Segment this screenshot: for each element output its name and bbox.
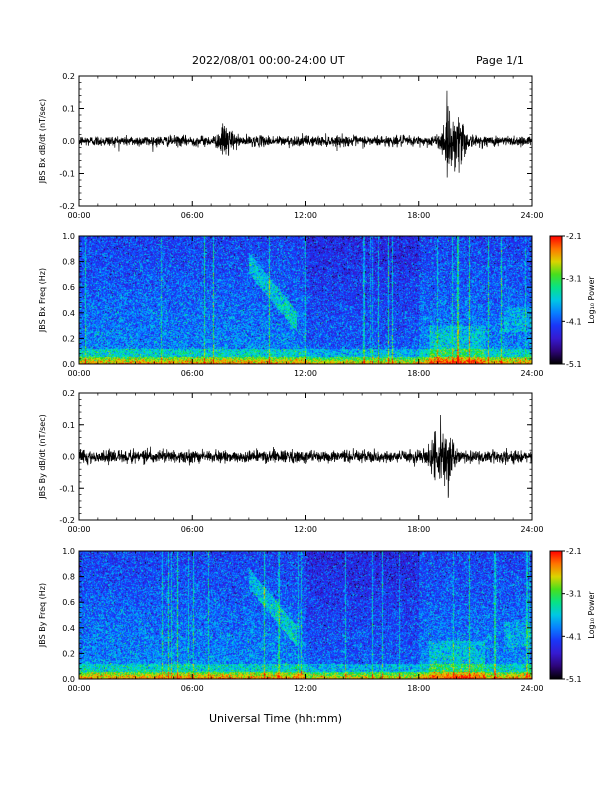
x-tick-label: 12:00 [294, 525, 317, 534]
x-tick-label: 06:00 [181, 369, 204, 378]
dbdt-trace [78, 90, 533, 178]
page-title: 2022/08/01 00:00-24:00 UT [192, 54, 345, 67]
y-axis-label: JBS Bx dB/dt (nT/sec) [38, 99, 47, 185]
colorbar-tick-label: -5.1 [566, 675, 582, 684]
colorbar-tick-label: -3.1 [566, 590, 582, 599]
y-tick-label: 0.2 [62, 389, 75, 398]
y-tick-label: 0.8 [62, 258, 75, 267]
y-tick-label: 0.1 [62, 105, 75, 114]
x-tick-label: 24:00 [520, 211, 543, 220]
colorbar-label: Log₁₀ Power [587, 276, 596, 324]
x-tick-label: 12:00 [294, 211, 317, 220]
spectrogram-image [79, 236, 532, 364]
y-tick-label: 0.0 [62, 360, 75, 369]
colorbar-label: Log₁₀ Power [587, 591, 596, 639]
y-axis-label: JBS By Freq (Hz) [38, 583, 47, 648]
x-tick-label: 18:00 [407, 369, 430, 378]
x-tick-label: 24:00 [520, 525, 543, 534]
x-tick-label: 06:00 [181, 684, 204, 693]
y-tick-label: 0.8 [62, 573, 75, 582]
colorbar-tick-label: -4.1 [566, 632, 582, 641]
y-tick-label: 0.0 [62, 453, 75, 462]
x-tick-label: 24:00 [520, 369, 543, 378]
x-tick-label: 06:00 [181, 525, 204, 534]
x-tick-label: 18:00 [407, 684, 430, 693]
colorbar-tick-label: -2.1 [566, 547, 582, 556]
spectrogram-image [79, 551, 532, 679]
x-tick-label: 12:00 [294, 684, 317, 693]
x-tick-label: 00:00 [67, 684, 90, 693]
x-tick-label: 06:00 [181, 211, 204, 220]
y-tick-label: 1.0 [62, 232, 75, 241]
colorbar [549, 550, 563, 680]
colorbar-tick-label: -5.1 [566, 360, 582, 369]
y-tick-label: -0.2 [59, 202, 75, 211]
y-tick-label: 0.4 [62, 309, 75, 318]
y-tick-label: -0.2 [59, 516, 75, 525]
colorbar-tick-label: -3.1 [566, 275, 582, 284]
x-tick-label: 12:00 [294, 369, 317, 378]
y-tick-label: -0.1 [59, 170, 75, 179]
panel-3: 0.2 0.1 0.0 -0.1 -0.200:00 06:00 12:00 18:00 24:… [38, 389, 544, 534]
panel-4: -2.1 -3.1 -4.1 -5.1 Log₁₀ Power 1.0 0.8 0.6 0.4 0… [38, 547, 596, 693]
y-tick-label: 0.2 [62, 649, 75, 658]
x-tick-label: 00:00 [67, 525, 90, 534]
colorbar [549, 235, 563, 365]
y-tick-label: 0.6 [62, 598, 75, 607]
y-tick-label: -0.1 [59, 484, 75, 493]
y-tick-label: 0.2 [62, 334, 75, 343]
panel-2: -2.1 -3.1 -4.1 -5.1 Log₁₀ Power 1.0 0.8 0.6 0.4 0… [38, 232, 596, 378]
dbdt-trace [78, 414, 533, 498]
y-axis-label: JBS By dB/dt (nT/sec) [38, 414, 47, 500]
x-tick-label: 18:00 [407, 211, 430, 220]
x-axis-label: Universal Time (hh:mm) [209, 712, 342, 725]
x-tick-label: 00:00 [67, 211, 90, 220]
y-tick-label: 0.2 [62, 72, 75, 81]
panel-1: 0.2 0.1 0.0 -0.1 -0.200:00 06:00 12:00 18:00 24:… [38, 72, 544, 220]
y-tick-label: 0.6 [62, 283, 75, 292]
y-tick-label: 0.4 [62, 624, 75, 633]
colorbar-tick-label: -4.1 [566, 317, 582, 326]
x-tick-label: 18:00 [407, 525, 430, 534]
page-number: Page 1/1 [476, 54, 524, 67]
y-tick-label: 0.1 [62, 421, 75, 430]
y-tick-label: 1.0 [62, 547, 75, 556]
y-axis-label: JBS Bx Freq (Hz) [38, 268, 47, 333]
y-tick-label: 0.0 [62, 675, 75, 684]
x-tick-label: 24:00 [520, 684, 543, 693]
x-tick-label: 00:00 [67, 369, 90, 378]
y-tick-label: 0.0 [62, 137, 75, 146]
colorbar-tick-label: -2.1 [566, 232, 582, 241]
